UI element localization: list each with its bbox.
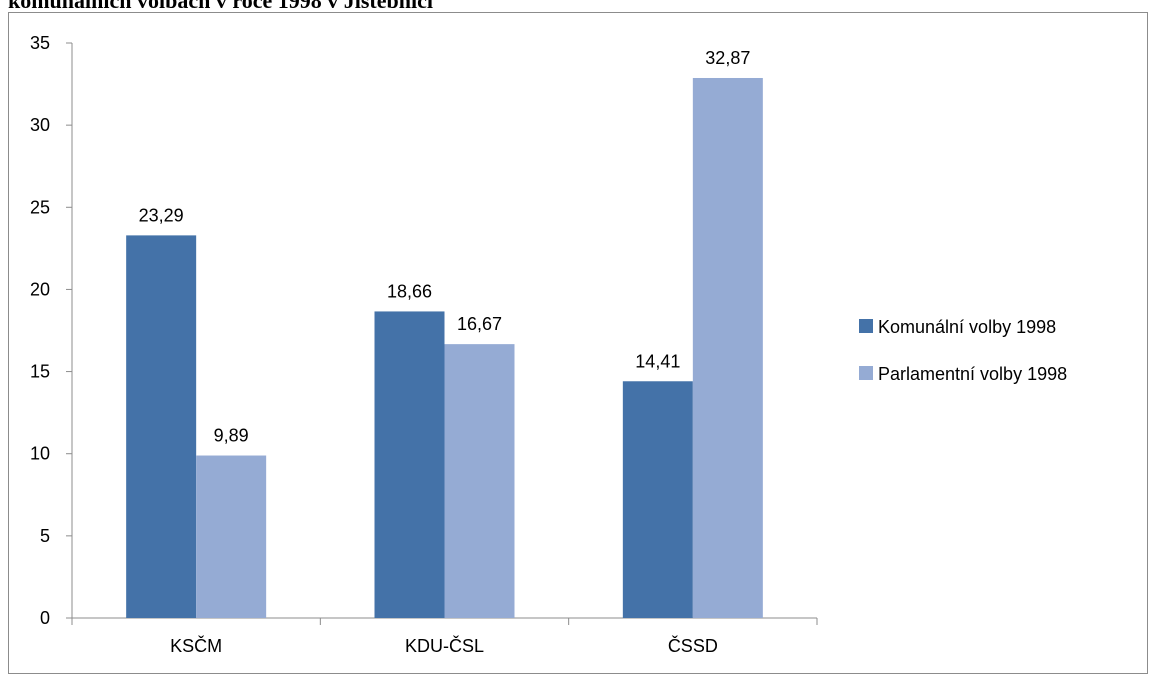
y-tick-label: 30	[30, 115, 50, 135]
data-label: 14,41	[635, 351, 680, 371]
data-label: 16,67	[457, 314, 502, 334]
y-tick-label: 10	[30, 444, 50, 464]
y-tick-label: 15	[30, 362, 50, 382]
y-axis-ticks: 0 5 10 15 20 25 30 35	[30, 33, 72, 628]
data-label: 9,89	[214, 426, 249, 446]
y-tick-label: 25	[30, 197, 50, 217]
x-tick-label: KSČM	[170, 635, 222, 656]
legend-swatch	[859, 319, 873, 333]
y-tick-label: 35	[30, 33, 50, 53]
data-label: 23,29	[139, 205, 184, 225]
chart-title: komunálních volbách v roce 1998 v Jisteb…	[8, 0, 433, 13]
data-labels: 23,29 9,89 18,66 16,67 14,41 32,87	[139, 48, 751, 446]
bar	[692, 77, 763, 618]
legend-swatch	[859, 366, 873, 380]
x-tick-label: ČSSD	[668, 635, 718, 656]
y-tick-label: 5	[40, 526, 50, 546]
legend: Komunální volby 1998 Parlamentní volby 19…	[859, 317, 1067, 384]
legend-label: Komunální volby 1998	[878, 317, 1056, 337]
bar	[622, 381, 693, 618]
data-label: 18,66	[387, 281, 432, 301]
x-axis-ticks: KSČM KDU-ČSL ČSSD	[71, 618, 818, 656]
data-label: 32,87	[705, 48, 750, 68]
x-tick-label: KDU-ČSL	[405, 635, 484, 656]
bars	[126, 77, 763, 618]
legend-label: Parlamentní volby 1998	[878, 364, 1067, 384]
bar	[374, 311, 445, 618]
bar	[444, 344, 515, 618]
bar	[196, 455, 267, 618]
y-tick-label: 20	[30, 279, 50, 299]
y-tick-label: 0	[40, 608, 50, 628]
bar	[126, 235, 197, 618]
